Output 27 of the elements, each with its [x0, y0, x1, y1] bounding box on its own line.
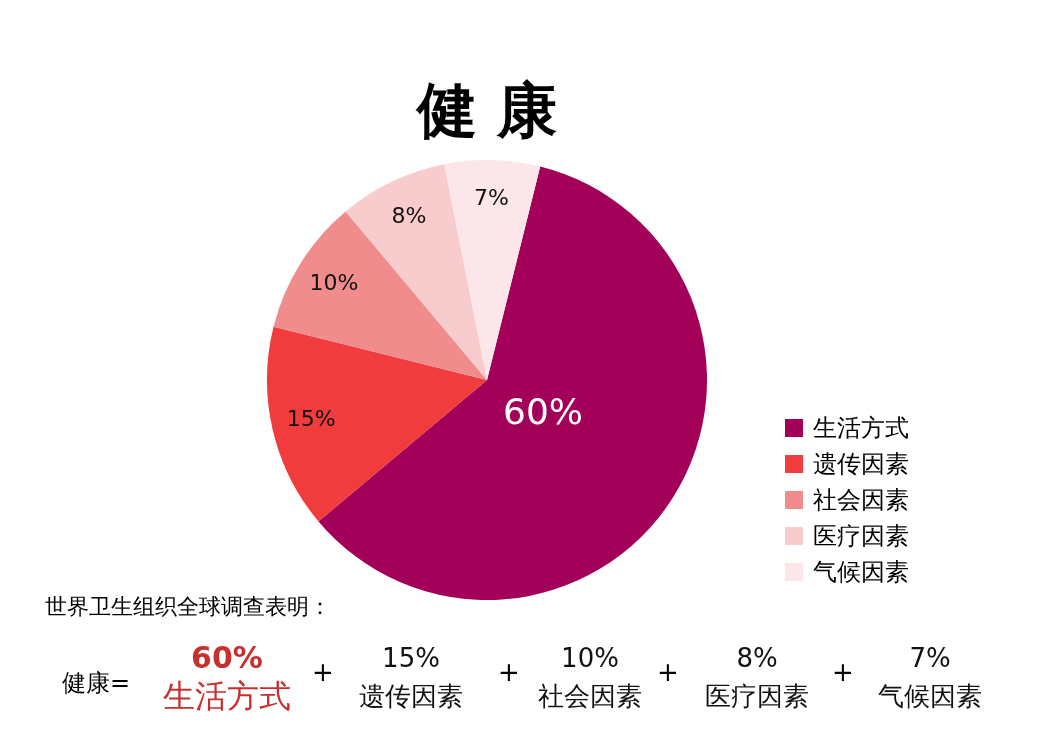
data-label: 15%: [286, 406, 336, 432]
text: +: [657, 657, 679, 687]
legend-label: 遗传因素: [813, 449, 909, 480]
category-label: 遗传因素: [359, 681, 463, 711]
data-label: 10%: [309, 270, 359, 296]
text: +: [832, 657, 854, 687]
category-label: 气候因素: [878, 681, 982, 711]
text: 健康=: [62, 668, 131, 699]
legend-label: 社会因素: [813, 485, 909, 516]
text: 世界卫生组织全球调查表明：: [45, 593, 331, 621]
legend-label: 医疗因素: [813, 521, 909, 552]
text: 10%: [561, 643, 619, 673]
data-label: 60%: [502, 391, 583, 433]
text: 7%: [909, 643, 951, 673]
data-label: 7%: [473, 185, 509, 211]
text: +: [498, 657, 520, 687]
text: +: [312, 657, 334, 687]
legend-label: 生活方式: [813, 413, 909, 444]
category-label: 社会因素: [538, 681, 642, 711]
text: 8%: [736, 643, 778, 673]
data-label: 8%: [391, 203, 427, 229]
chart-title: 健 康: [415, 74, 559, 147]
text: 60%: [191, 640, 263, 675]
legend-label: 气候因素: [813, 557, 909, 588]
slice-label: 生活方式: [163, 677, 291, 715]
text: 15%: [382, 643, 440, 673]
category-label: 医疗因素: [705, 681, 809, 711]
